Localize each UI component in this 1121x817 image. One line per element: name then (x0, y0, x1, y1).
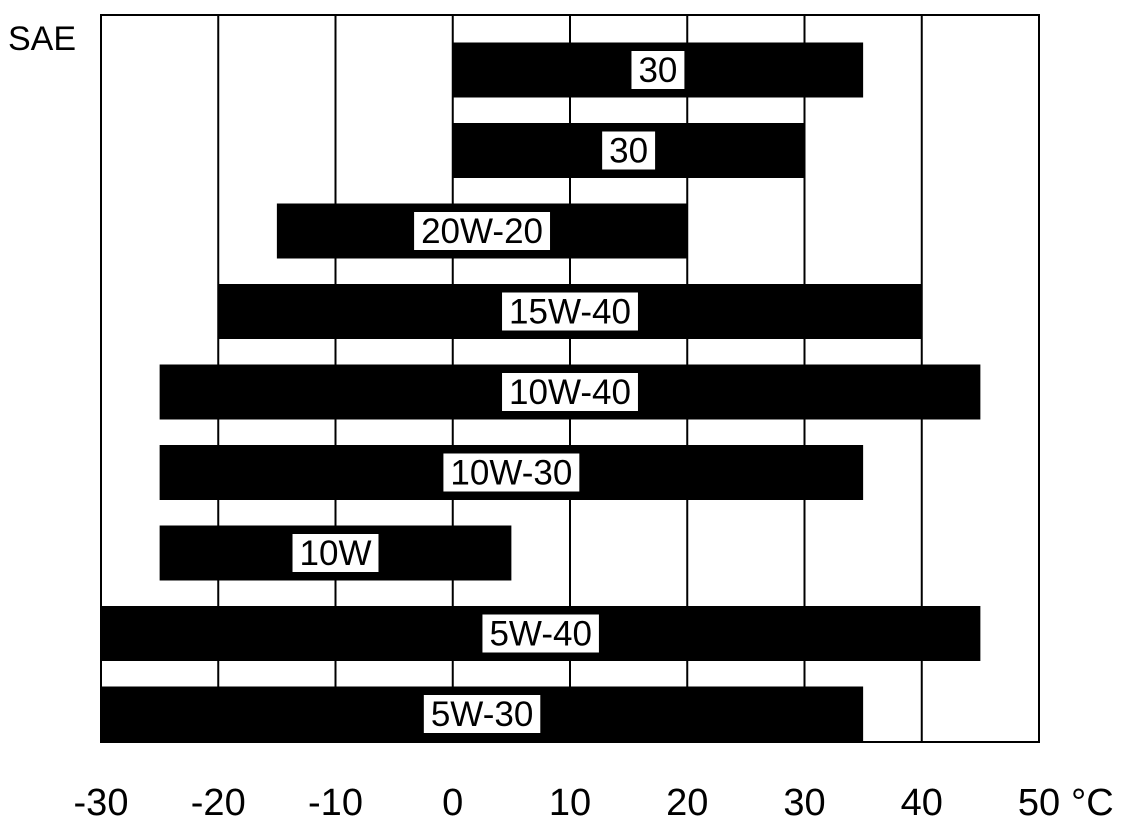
bar-label-background (602, 131, 656, 170)
bar-label-background (631, 51, 685, 89)
bar-group: 15W-40 (218, 284, 922, 339)
x-tick-label: 10 (549, 782, 591, 817)
bar-group: 10W-40 (159, 364, 981, 420)
bar-label-background (414, 212, 551, 250)
bar-label-background (482, 614, 599, 653)
bar-label: 20W-20 (421, 212, 543, 251)
bar-group: 30 (452, 42, 864, 98)
x-tick-label: 40 (901, 782, 943, 817)
bar-label-background (502, 292, 638, 331)
x-tick-label: 0 (442, 782, 463, 817)
x-tick-label: 30 (783, 782, 825, 817)
bar-group: 30 (452, 123, 805, 178)
bar-label: 30 (638, 51, 677, 90)
bar-label-background (443, 453, 580, 492)
x-tick-label: -10 (308, 782, 363, 817)
y-axis-label: SAE (8, 20, 76, 58)
bar-label-background (292, 534, 379, 572)
x-tick-label: 50 (1018, 782, 1060, 817)
bars: 30 30 20W-20 15W-40 10W-40 10W-30 10W 5W-40 5W-3… (101, 42, 981, 742)
x-tick-label: -20 (191, 782, 246, 817)
bar-label: 5W-30 (431, 695, 533, 734)
bar-label-background (502, 373, 638, 411)
bar-label: 15W-40 (509, 293, 631, 332)
bar-group: 5W-30 (101, 686, 864, 742)
bar-group: 5W-40 (101, 606, 981, 661)
bar-group: 10W (159, 525, 512, 581)
bar-group: 20W-20 (276, 203, 688, 259)
bar-label: 10W-30 (450, 454, 572, 493)
bar-label: 30 (609, 132, 648, 171)
bar-group: 10W-30 (159, 445, 864, 500)
x-tick-label: 20 (666, 782, 708, 817)
bar-label: 5W-40 (489, 615, 591, 654)
bar-label: 10W-40 (509, 373, 631, 412)
x-axis-unit: °C (1071, 782, 1114, 817)
bar-label-background (423, 695, 541, 733)
x-tick-label: -30 (74, 782, 129, 817)
bar-label: 10W (300, 534, 372, 573)
plot-frame (100, 14, 1040, 743)
x-axis-ticks: -30 -20 -10 0 10 20 30 40 50 (74, 782, 1061, 817)
